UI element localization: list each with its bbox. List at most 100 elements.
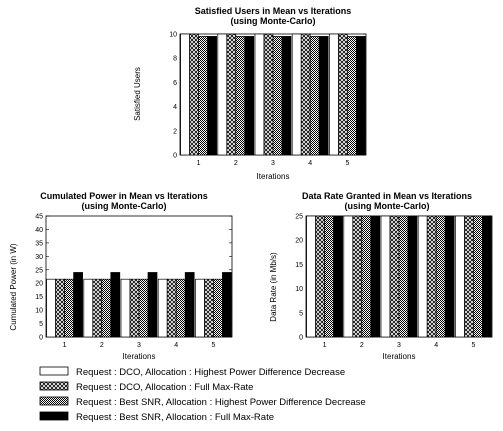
bar (370, 215, 381, 338)
y-tick-label: 5 (299, 310, 303, 317)
bar (426, 215, 437, 338)
x-axis-label: Iterations (257, 172, 290, 181)
legend-item: Request : DCO, Allocation : Highest Powe… (39, 366, 345, 378)
bar (180, 33, 190, 156)
x-tick-label: 3 (397, 342, 401, 349)
x-tick-label: 1 (63, 342, 67, 349)
bar (157, 278, 168, 338)
legend-label: Request : Best SNR, Allocation : Highest… (76, 397, 366, 408)
bar (407, 215, 418, 338)
y-tick-label: 30 (35, 254, 43, 261)
legend-swatch (39, 381, 69, 391)
y-tick-label: 15 (35, 294, 43, 301)
bar (222, 272, 232, 338)
x-axis-label: Iterations (123, 352, 156, 361)
chart-subtitle: (using Monte-Carlo) (82, 201, 167, 211)
y-tick-label: 40 (35, 227, 43, 234)
x-tick-label: 2 (234, 160, 238, 167)
bar (175, 278, 186, 338)
bar (235, 36, 246, 156)
y-tick-label: 8 (173, 56, 177, 63)
x-tick-label: 4 (434, 342, 438, 349)
x-tick-label: 2 (100, 342, 104, 349)
bar (254, 33, 265, 156)
y-tick-label: 6 (173, 80, 177, 87)
x-tick-label: 5 (345, 160, 349, 167)
bar (435, 215, 446, 338)
bar (55, 278, 65, 338)
chart-subtitle: (using Monte-Carlo) (345, 201, 430, 211)
x-tick-label: 5 (471, 342, 475, 349)
x-axis-label: Iterations (383, 352, 416, 361)
bar (398, 215, 409, 338)
bar (64, 278, 74, 338)
bar (83, 278, 94, 338)
chart-title: Cumulated Power in Mean vs Iterations (40, 191, 208, 201)
legend: Request : DCO, Allocation : Highest Powe… (39, 366, 366, 423)
y-tick-label: 15 (295, 262, 303, 269)
bar (195, 278, 205, 338)
chart-title: Data Rate Granted in Mean vs Iterations (302, 191, 472, 201)
y-tick-label: 0 (173, 153, 177, 160)
bar (482, 215, 492, 338)
bar (204, 278, 214, 338)
bar (329, 33, 339, 156)
y-tick-label: 25 (295, 214, 303, 221)
y-tick-label: 25 (35, 267, 43, 274)
bar (315, 215, 325, 338)
bar (129, 278, 140, 338)
x-tick-label: 3 (271, 160, 275, 167)
bar (306, 215, 316, 338)
bar (101, 278, 112, 338)
bar (110, 272, 121, 338)
bar (147, 272, 158, 338)
bar (318, 36, 329, 156)
legend-item: Request : Best SNR, Allocation : Full Ma… (39, 411, 274, 423)
legend-item: Request : Best SNR, Allocation : Highest… (39, 396, 366, 408)
bar (347, 36, 357, 156)
chart-data-rate: Data Rate Granted in Mean vs Iterations … (269, 191, 493, 361)
legend-label: Request : Best SNR, Allocation : Full Ma… (76, 412, 274, 423)
y-tick-label: 20 (35, 281, 43, 288)
bar (189, 33, 199, 156)
chart-cumulated-power: Cumulated Power in Mean vs Iterations (u… (9, 191, 233, 361)
bar (389, 215, 400, 338)
y-axis-label: Data Rate (in Mb/s) (269, 252, 278, 322)
bar (184, 272, 195, 338)
y-tick-label: 10 (169, 32, 177, 39)
x-tick-label: 1 (197, 160, 201, 167)
bar (473, 215, 483, 338)
y-axis-label: Satisfied Users (133, 67, 142, 121)
bar (213, 278, 223, 338)
bar (138, 278, 149, 338)
y-tick-label: 0 (39, 335, 43, 342)
bar (455, 215, 465, 338)
plot-area: 0 5 10 15 20 25 1 2 3 4 5 (295, 214, 493, 349)
bar (338, 33, 348, 156)
y-tick-label: 35 (35, 240, 43, 247)
y-tick-label: 10 (295, 286, 303, 293)
bar (198, 36, 208, 156)
legend-swatch (39, 396, 69, 406)
bar (92, 278, 103, 338)
bar (207, 36, 217, 156)
y-axis-label: Cumulated Power (in W) (9, 243, 18, 330)
bar (120, 278, 131, 338)
x-tick-label: 2 (360, 342, 364, 349)
x-tick-label: 4 (308, 160, 312, 167)
bar (333, 215, 343, 338)
legend-item: Request : DCO, Allocation : Full Max-Rat… (39, 381, 253, 393)
bar (324, 215, 334, 338)
bar (263, 33, 274, 156)
bar (272, 36, 283, 156)
bar (291, 33, 302, 156)
bar (380, 215, 391, 338)
x-tick-label: 1 (323, 342, 327, 349)
x-tick-label: 3 (137, 342, 141, 349)
bar (300, 33, 311, 156)
bar (417, 215, 428, 338)
bar (217, 33, 228, 156)
